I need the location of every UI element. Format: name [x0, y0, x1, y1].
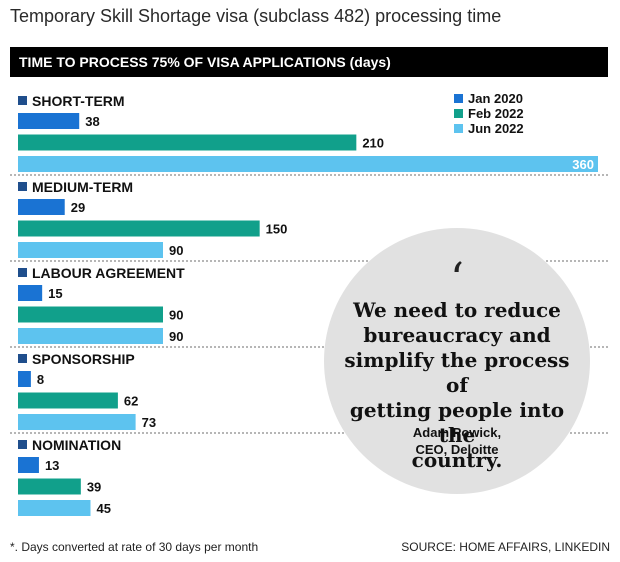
- category-label: LABOUR AGREEMENT: [32, 265, 185, 281]
- bar-value-label: 90: [169, 243, 183, 258]
- quote-line: getting people into the: [349, 398, 565, 447]
- legend-swatch: [454, 109, 463, 118]
- bar: [18, 414, 136, 430]
- bar-value-label: 73: [142, 415, 156, 430]
- chart-title: Temporary Skill Shortage visa (subclass …: [10, 6, 502, 26]
- category-label: NOMINATION: [32, 437, 121, 453]
- bar: [18, 199, 65, 215]
- legend-label: Feb 2022: [468, 106, 524, 121]
- quote-attribution: Adam Powick, CEO, Deloitte: [324, 424, 590, 458]
- source-note: SOURCE: HOME AFFAIRS, LINKEDIN: [401, 540, 610, 554]
- bar: [18, 478, 81, 495]
- category-marker-icon: [18, 354, 27, 363]
- category-label: SHORT-TERM: [32, 93, 125, 109]
- category-marker-icon: [18, 96, 27, 105]
- quote-bubble: ‘ We need to reduce bureaucracy and simp…: [324, 228, 590, 494]
- bar-value-label: 90: [169, 308, 183, 323]
- bar-value-label: 39: [87, 480, 101, 495]
- bar: [18, 285, 43, 301]
- category-label: SPONSORSHIP: [32, 351, 135, 367]
- quote-author-name: Adam Powick,: [412, 425, 502, 440]
- quote-author-title: CEO, Deloitte: [415, 442, 499, 457]
- bar: [18, 500, 91, 516]
- bar-value-label: 13: [45, 458, 59, 473]
- quote-line: country.: [411, 448, 503, 472]
- legend-label: Jan 2020: [468, 91, 523, 106]
- bar-value-label: 360: [572, 157, 594, 172]
- quote-line: bureaucracy and: [363, 323, 551, 347]
- bar: [18, 242, 163, 258]
- bar: [18, 457, 39, 473]
- bar-value-label: 62: [124, 394, 138, 409]
- bar: [18, 306, 163, 323]
- bar-value-label: 90: [169, 329, 183, 344]
- bar-value-label: 45: [97, 501, 111, 516]
- quote-text: We need to reduce bureaucracy and simpli…: [332, 298, 582, 473]
- legend-swatch: [454, 94, 463, 103]
- legend-swatch: [454, 124, 463, 133]
- category-label: MEDIUM-TERM: [32, 179, 133, 195]
- bar-value-label: 29: [71, 200, 85, 215]
- bar-value-label: 15: [48, 286, 62, 301]
- bar: [18, 134, 357, 151]
- bar: [18, 156, 598, 172]
- bar: [18, 392, 118, 409]
- footnote: *. Days converted at rate of 30 days per…: [10, 540, 259, 554]
- bar-value-label: 38: [85, 114, 99, 129]
- quote-mark-icon: ‘: [450, 254, 464, 305]
- bar-value-label: 150: [266, 222, 288, 237]
- bar: [18, 220, 260, 237]
- bar: [18, 371, 31, 387]
- bar-value-label: 210: [362, 136, 384, 151]
- bar-value-label: 8: [37, 372, 44, 387]
- legend-label: Jun 2022: [468, 121, 524, 136]
- quote-line: simplify the process of: [344, 348, 570, 397]
- category-marker-icon: [18, 440, 27, 449]
- chart-subtitle-banner: TIME TO PROCESS 75% OF VISA APPLICATIONS…: [10, 47, 608, 77]
- bar: [18, 113, 80, 129]
- bar: [18, 328, 163, 344]
- category-marker-icon: [18, 268, 27, 277]
- category-marker-icon: [18, 182, 27, 191]
- quote-line: We need to reduce: [353, 298, 561, 322]
